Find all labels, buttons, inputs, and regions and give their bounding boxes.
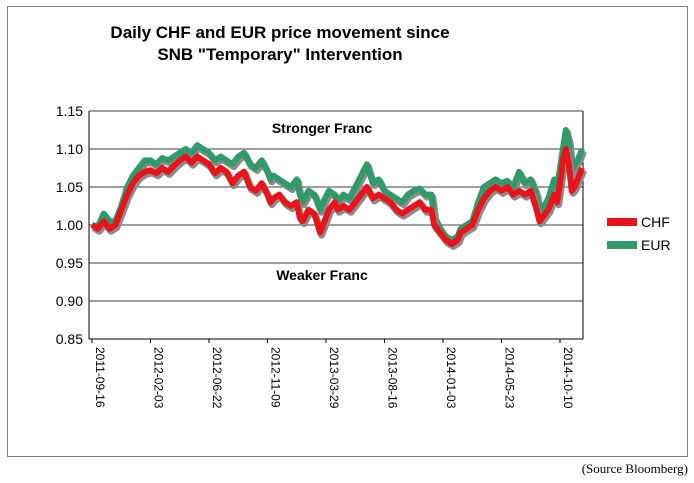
x-tick-label: 2013-08-16 — [386, 347, 400, 409]
chart-title-line-2: SNB "Temporary" Intervention — [157, 45, 402, 64]
y-tick-label: 0.90 — [56, 293, 83, 309]
x-tick-label: 2012-02-03 — [152, 347, 166, 409]
series-layer — [90, 127, 587, 250]
y-tick-label: 0.95 — [56, 255, 83, 271]
annotation-stronger-franc: Stronger Franc — [272, 120, 373, 136]
x-tick-label: 2014-05-23 — [503, 347, 517, 409]
grid-layer — [88, 110, 584, 340]
annotation-weaker-franc: Weaker Franc — [276, 267, 368, 283]
y-axis-ticks: 0.85 0.90 0.95 1.00 1.05 1.10 1.15 — [56, 103, 83, 347]
chart-svg: Daily CHF and EUR price movement since S… — [56, 23, 671, 409]
legend-label-eur: EUR — [641, 237, 671, 253]
series-line-eur — [91, 127, 585, 244]
y-tick-label: 1.15 — [56, 103, 83, 119]
x-tick-label: 2011-09-16 — [93, 347, 107, 408]
legend: CHF EUR — [607, 214, 671, 253]
chart-frame: Daily CHF and EUR price movement since S… — [7, 6, 688, 457]
legend-label-chf: CHF — [641, 214, 670, 230]
x-tick-label: 2013-03-29 — [327, 347, 341, 409]
y-tick-label: 1.05 — [56, 179, 83, 195]
x-tick-label: 2014-10-10 — [561, 347, 575, 409]
x-tick-label: 2012-11-09 — [269, 347, 283, 408]
series-line-chf — [90, 146, 585, 247]
x-tick-label: 2014-01-03 — [444, 347, 458, 409]
y-tick-label: 1.00 — [56, 217, 83, 233]
chart-title-line-1: Daily CHF and EUR price movement since — [110, 23, 449, 42]
legend-swatch-chf — [607, 218, 637, 226]
legend-swatch-eur — [607, 241, 637, 249]
source-note: (Source Bloomberg) — [581, 461, 688, 476]
x-axis-ticks: 2011-09-16 2012-02-03 2012-06-22 2012-11-09… — [91, 339, 575, 409]
y-tick-label: 1.10 — [56, 141, 83, 157]
y-tick-label: 0.85 — [56, 331, 83, 347]
x-tick-label: 2012-06-22 — [210, 347, 224, 409]
